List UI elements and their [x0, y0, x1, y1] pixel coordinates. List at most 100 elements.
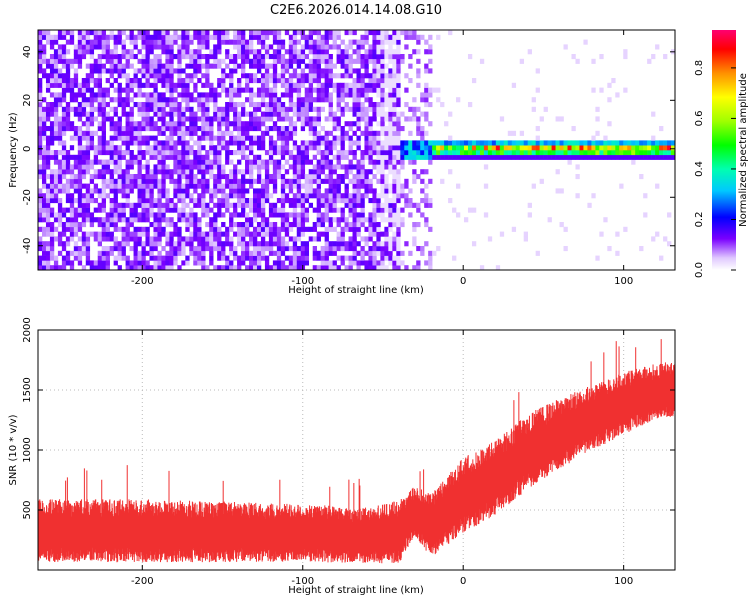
heatmap-cell — [336, 241, 341, 247]
heatmap-cell — [145, 265, 150, 270]
heatmap-cell — [117, 92, 122, 98]
heatmap-cell — [145, 226, 150, 232]
heatmap-cell — [284, 78, 290, 84]
heatmap-cell — [229, 241, 234, 247]
heatmap-cell — [436, 154, 441, 160]
heatmap-cell — [440, 178, 445, 184]
heatmap-cell — [217, 106, 222, 112]
heatmap-cell — [213, 102, 218, 108]
heatmap-cell — [344, 54, 349, 60]
heatmap-cell — [49, 58, 55, 64]
heatmap-cell — [316, 78, 321, 84]
heatmap-cell — [97, 145, 102, 151]
heatmap-cell — [503, 140, 509, 146]
heatmap-cell — [276, 116, 282, 122]
heatmap-cell — [324, 188, 329, 194]
heatmap-cell — [344, 106, 349, 112]
heatmap-cell — [245, 39, 250, 45]
heatmap-cell — [308, 44, 314, 50]
heatmap-cell — [531, 140, 536, 146]
heatmap-cell — [424, 63, 429, 69]
heatmap-cell — [141, 164, 146, 170]
heatmap-cell — [396, 63, 401, 69]
heatmap-cell — [392, 97, 397, 103]
heatmap-cell — [388, 236, 393, 242]
heatmap-cell — [292, 236, 298, 242]
heatmap-cell — [157, 54, 162, 60]
heatmap-cell — [145, 58, 150, 64]
heatmap-cell — [225, 126, 230, 132]
heatmap-cell — [133, 102, 138, 108]
heatmap-cell — [396, 68, 401, 74]
heatmap-cell — [436, 34, 441, 40]
heatmap-cell — [241, 183, 246, 189]
heatmap-cell — [153, 78, 158, 84]
heatmap-cell — [408, 30, 413, 36]
heatmap-cell — [61, 34, 67, 40]
heatmap-cell — [61, 111, 67, 117]
heatmap-cell — [241, 178, 246, 184]
heatmap-cell — [264, 188, 270, 194]
heatmap-cell — [113, 260, 118, 266]
heatmap-cell — [113, 135, 118, 141]
heatmap-cell — [384, 145, 389, 151]
heatmap-cell — [260, 246, 266, 252]
heatmap-cell — [57, 116, 63, 122]
heatmap-cell — [360, 111, 365, 117]
heatmap-cell — [627, 140, 632, 146]
heatmap-cell — [300, 217, 306, 223]
y-tick-label: -40 — [22, 238, 33, 254]
heatmap-cell — [300, 154, 306, 160]
heatmap-cell — [201, 97, 206, 103]
heatmap-cell — [77, 183, 83, 189]
heatmap-cell — [364, 174, 369, 180]
heatmap-cell — [320, 217, 325, 223]
heatmap-cell — [356, 87, 361, 93]
heatmap-cell — [328, 188, 333, 194]
heatmap-cell — [89, 198, 95, 204]
heatmap-cell — [332, 154, 337, 160]
heatmap-cell — [324, 73, 329, 79]
heatmap-cell — [292, 178, 298, 184]
heatmap-cell — [627, 145, 632, 151]
heatmap-cell — [141, 212, 146, 218]
heatmap-cell — [77, 49, 83, 55]
heatmap-cell — [296, 188, 302, 194]
heatmap-cell — [209, 174, 214, 180]
heatmap-cell — [619, 183, 624, 189]
heatmap-cell — [145, 212, 150, 218]
heatmap-cell — [328, 73, 333, 79]
heatmap-cell — [260, 207, 266, 213]
heatmap-cell — [535, 145, 540, 151]
heatmap-cell — [368, 130, 373, 136]
heatmap-cell — [169, 82, 174, 88]
heatmap-cell — [280, 178, 286, 184]
heatmap-cell — [300, 150, 306, 156]
heatmap-cell — [519, 150, 525, 156]
heatmap-cell — [185, 183, 190, 189]
heatmap-cell — [173, 145, 178, 151]
heatmap-cell — [631, 145, 636, 151]
heatmap-cell — [332, 126, 337, 132]
heatmap-cell — [117, 121, 122, 127]
heatmap-cell — [312, 140, 317, 146]
heatmap-cell — [272, 174, 278, 180]
heatmap-cell — [153, 54, 158, 60]
heatmap-cell — [256, 135, 262, 141]
heatmap-cell — [93, 207, 99, 213]
heatmap-cell — [364, 150, 369, 156]
heatmap-cell — [38, 135, 43, 141]
heatmap-cell — [97, 135, 102, 141]
heatmap-cell — [340, 145, 345, 151]
heatmap-cell — [117, 241, 122, 247]
heatmap-cell — [511, 140, 517, 146]
heatmap-cell — [149, 92, 154, 98]
heatmap-cell — [237, 236, 242, 242]
heatmap-cell — [193, 260, 198, 266]
heatmap-cell — [384, 73, 389, 79]
heatmap-cell — [300, 212, 306, 218]
heatmap-cell — [129, 265, 134, 270]
heatmap-cell — [412, 30, 417, 36]
heatmap-cell — [117, 126, 122, 132]
heatmap-cell — [256, 34, 262, 40]
